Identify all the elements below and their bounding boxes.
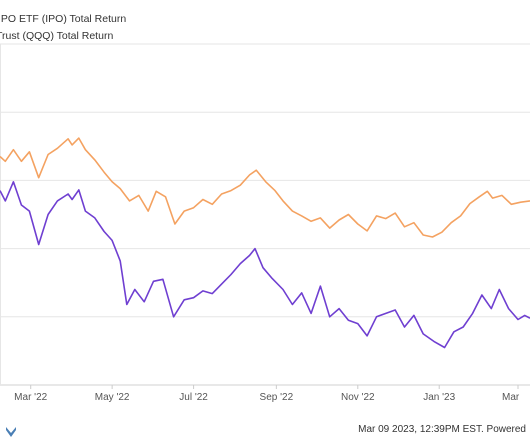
x-tick-label-3: Sep '22 [260,392,294,403]
x-tick-label-5: Jan '23 [423,392,455,403]
grid-lines [0,43,530,386]
legend-label-ipo: IPO ETF (IPO) Total Return [0,13,127,25]
series-lines [0,137,530,349]
series-line-ipo[interactable] [0,137,530,238]
footer-timestamp: Mar 09 2023, 12:39PM EST. Powered [358,424,526,435]
x-tick-label-6: Mar [502,392,520,403]
x-tick-label-4: Nov '22 [341,392,375,403]
ycharts-logo-icon[interactable] [4,425,18,439]
x-tick-label-1: May '22 [95,392,130,403]
x-tick-label-2: Jul '22 [179,392,208,403]
series-line-qqq[interactable] [0,181,530,349]
x-axis: Mar '22 May '22 Jul '22 Sep '22 Nov '22 Jan '… [14,385,520,403]
x-tick-label-0: Mar '22 [14,392,47,403]
legend-label-qqq: Trust (QQQ) Total Return [0,30,114,42]
